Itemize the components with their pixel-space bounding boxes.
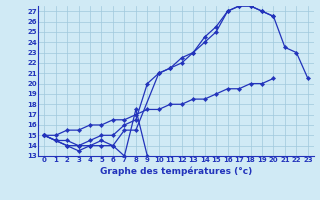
X-axis label: Graphe des températures (°c): Graphe des températures (°c) (100, 166, 252, 176)
